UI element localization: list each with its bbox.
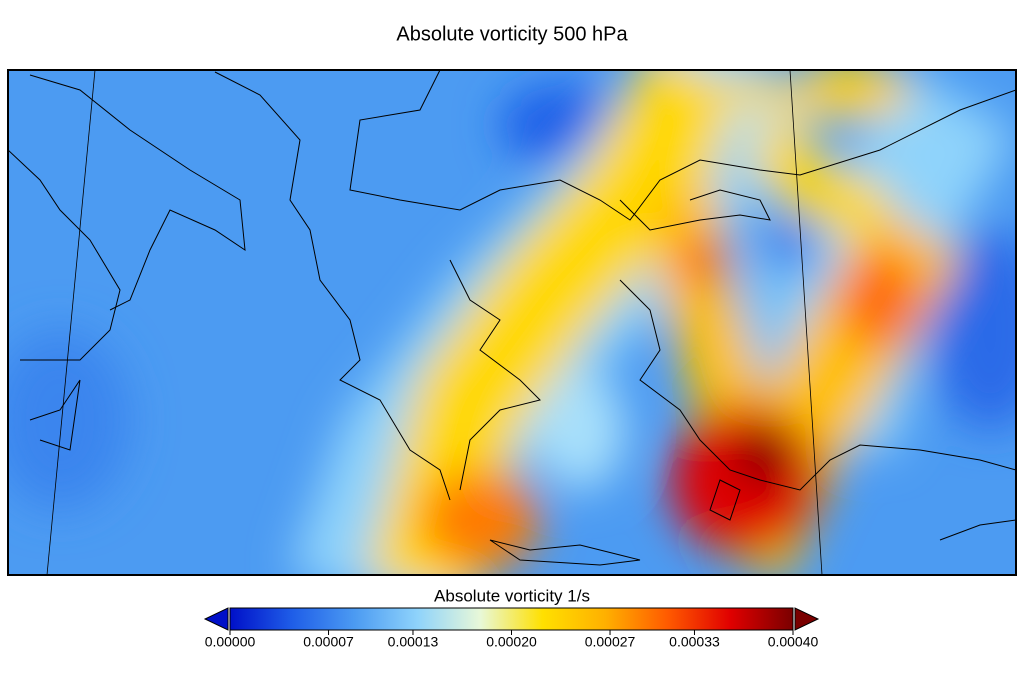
colorbar-tick-label: 0.00020 (486, 634, 537, 650)
colorbar-tick-label: 0.00033 (669, 634, 720, 650)
meridian (46, 70, 96, 575)
map-field (8, 70, 1016, 575)
colorbar-extend-max (794, 607, 820, 631)
meridian (789, 70, 823, 575)
colorbar-tick-label: 0.00000 (205, 634, 256, 650)
colorbar-label: Absolute vorticity 1/s (434, 586, 590, 605)
colorbar-tick-label: 0.00007 (303, 634, 354, 650)
colorbar-tick-label: 0.00040 (768, 634, 819, 650)
colorbar-tick-label: 0.00013 (388, 634, 439, 650)
map-frame (7, 69, 1017, 576)
colorbar-body (229, 607, 794, 631)
chart-title: Absolute vorticity 500 hPa (396, 23, 628, 45)
colorbar-tick-label: 0.00027 (585, 634, 636, 650)
coastlines (8, 70, 1016, 566)
colorbar-extend-min (203, 607, 229, 631)
colorbar: 0.00000 0.00007 0.00013 0.00020 0.00027 0.000… (203, 607, 820, 650)
